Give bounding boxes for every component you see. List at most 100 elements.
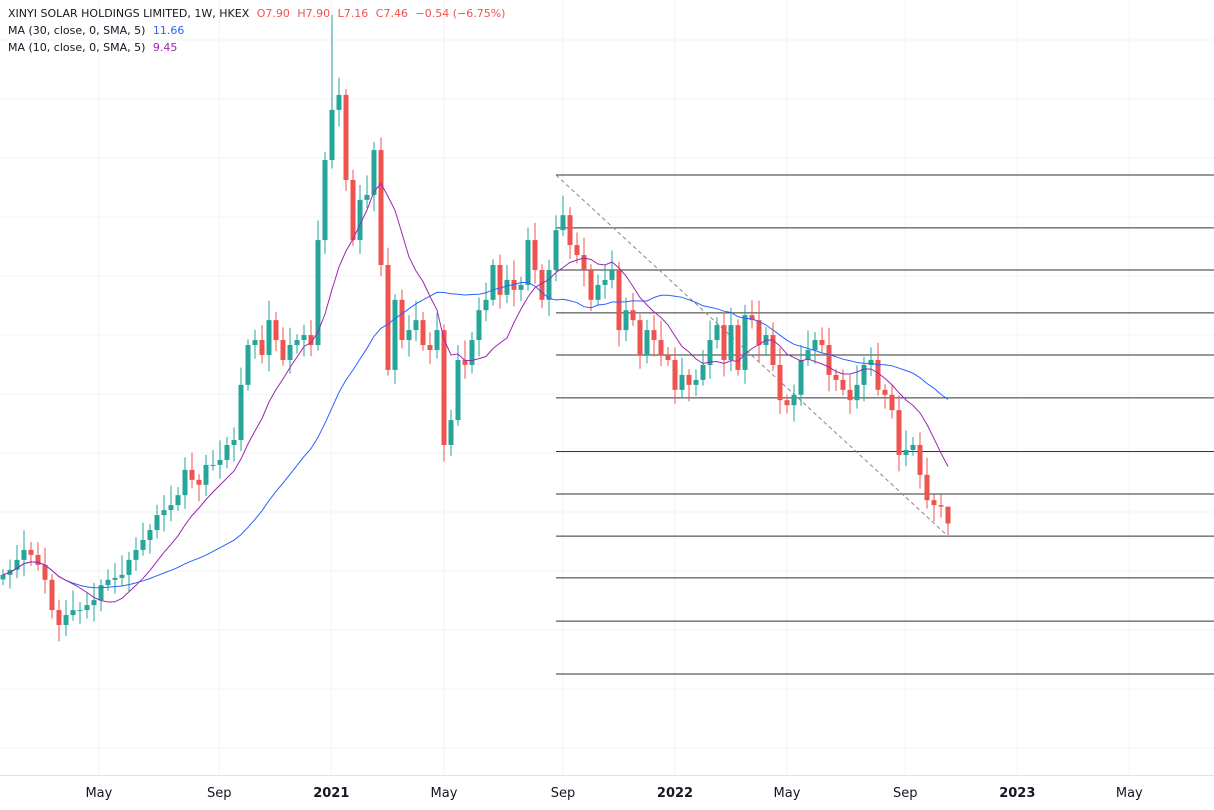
symbol-row: XINYI SOLAR HOLDINGS LIMITED, 1W, HKEX O… [8,5,509,22]
candle-body [721,325,727,360]
candle-body [490,264,496,300]
ma30-value: 11.66 [152,24,185,37]
candle-body [707,340,713,365]
candle-body [574,245,580,256]
candle-body [462,359,468,365]
candle-body [700,364,706,380]
candle-body [434,330,440,351]
candle-body [70,610,76,616]
candle-body [924,474,930,501]
candle-body [322,160,328,241]
candle-body [84,605,90,611]
chart-legend: XINYI SOLAR HOLDINGS LIMITED, 1W, HKEX O… [8,5,509,56]
candle-body [623,310,629,331]
ma10-label: MA (10, close, 0, SMA, 5) [8,41,146,54]
candle-body [658,340,664,355]
time-tick-label: Sep [550,786,576,801]
grid [0,0,1214,775]
candle-body [35,554,41,565]
candle-body [161,510,167,516]
candle-body [63,615,69,626]
time-tick-label: 2021 [313,786,350,801]
ma10-row[interactable]: MA (10, close, 0, SMA, 5) 9.45 [8,39,509,56]
candle-body [714,325,720,341]
candle-body [350,179,356,241]
candle-body [203,464,209,485]
candle-body [672,359,678,390]
price-chart[interactable] [0,0,1214,775]
candle-body [595,284,601,300]
ma30-line [2,282,949,589]
candle-body [497,264,503,295]
candle-body [931,500,937,506]
candle-body [616,269,622,331]
candle-body [98,585,104,601]
candle-body [112,577,118,580]
candle-body [770,335,776,365]
candle-body [308,335,314,346]
candle-body [504,279,510,295]
open-value: O7.90 [256,7,290,20]
candle-body [938,505,944,507]
candle-body [413,320,419,331]
candle-body [854,384,860,401]
candle-body [784,400,790,406]
candle-body [336,94,342,110]
candle-body [273,320,279,341]
candle-body [378,150,384,265]
ma30-row[interactable]: MA (30, close, 0, SMA, 5) 11.66 [8,22,509,39]
candle-body [210,464,216,466]
candle-body [224,444,230,460]
low-value: L7.16 [337,7,369,20]
time-tick-label: 2022 [656,786,694,801]
candle-body [791,394,797,406]
time-tick-label: Sep [207,786,232,801]
candle-body [903,449,909,455]
candle-body [777,364,783,401]
candle-body [231,440,237,445]
candle-body [518,284,524,290]
candle-body [28,549,34,555]
candle-body [56,610,62,626]
candle-body [77,610,83,612]
candle-body [217,459,223,465]
candle-body [119,574,125,578]
candle-body [91,600,97,606]
candle-body [21,549,27,560]
candle-body [539,269,545,300]
trend-line [555,174,949,537]
candle-body [147,530,153,540]
candle-body [364,194,370,200]
candle-body [917,444,923,475]
candle-body [140,539,146,550]
candle-body [14,559,20,570]
candle-body [742,315,748,370]
symbol-title: XINYI SOLAR HOLDINGS LIMITED, 1W, HKEX [8,7,250,20]
candle-body [679,374,685,390]
candle-body [630,310,636,321]
candle-body [567,215,573,246]
candle-body [189,469,195,480]
candle-body [469,340,475,365]
candle-body [154,515,160,531]
candle-body [553,230,559,270]
candle-body [840,379,846,390]
candle-body [245,345,251,385]
ma10-line [2,182,949,603]
candle-body [385,264,391,370]
time-axis[interactable]: May Sep 2021 May Sep 2022 May Sep 2023 May [0,775,1214,810]
candle-body [329,109,335,161]
candle-body [945,506,951,524]
candle-body [168,505,174,511]
ma30-label: MA (30, close, 0, SMA, 5) [8,24,146,37]
candle-body [546,269,552,300]
candle-body [175,495,181,506]
candle-body [882,389,888,395]
candle-body [371,150,377,195]
candle-body [637,320,643,355]
candle-body [343,94,349,180]
candle-body [756,320,762,346]
close-value: C7.46 [375,7,408,20]
candle-body [875,359,881,390]
fib-levels [555,174,1214,675]
